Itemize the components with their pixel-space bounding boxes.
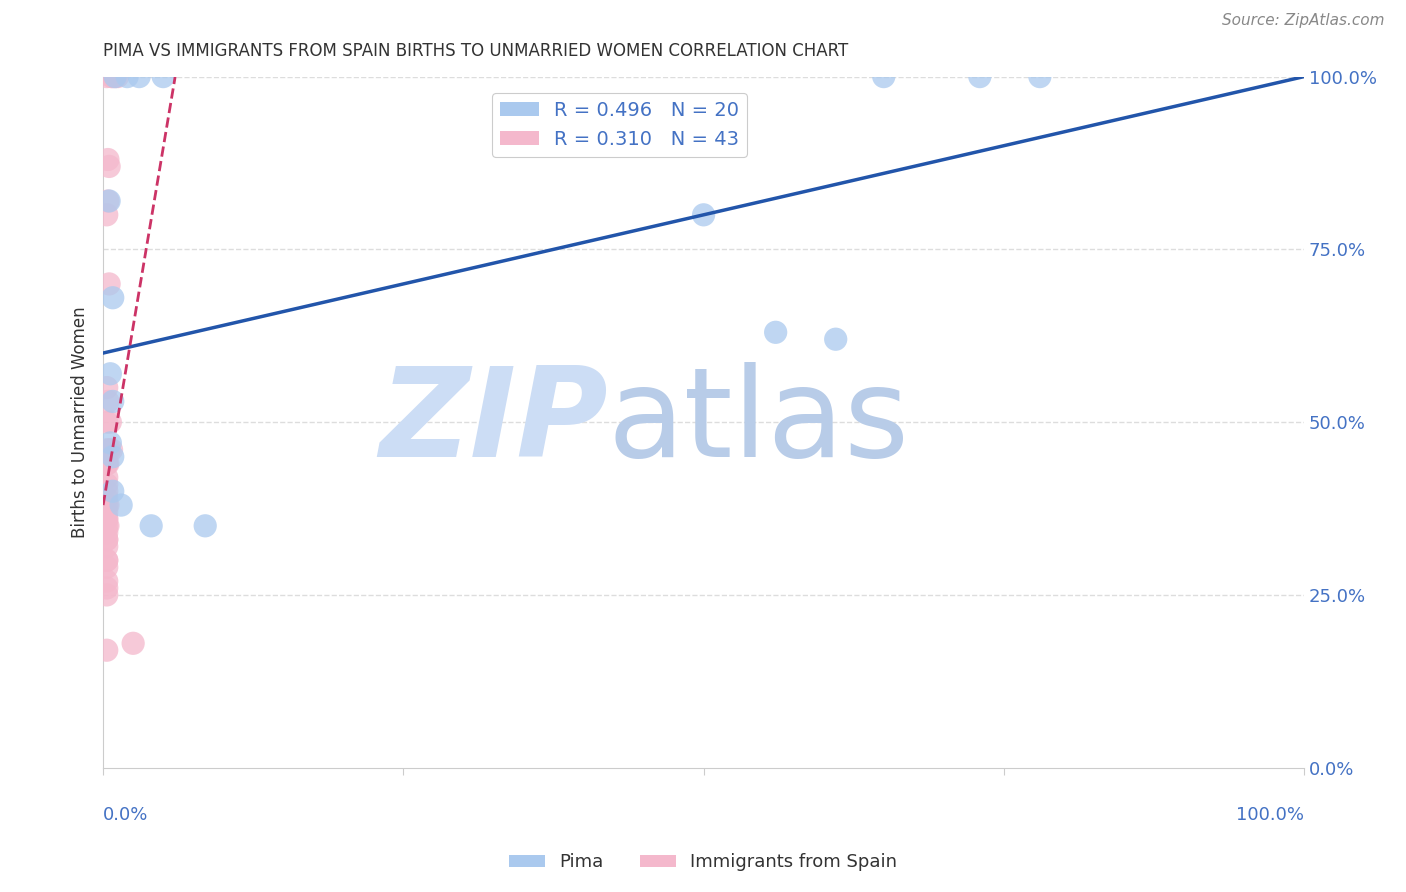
Point	[98, 277, 121, 291]
Point	[98, 436, 121, 450]
Point	[96, 491, 118, 505]
Point	[96, 512, 118, 526]
Point	[97, 457, 120, 471]
Point	[97, 498, 120, 512]
Point	[96, 574, 118, 588]
Point	[128, 70, 150, 84]
Point	[1029, 70, 1052, 84]
Point	[97, 394, 120, 409]
Point	[100, 70, 122, 84]
Point	[96, 512, 118, 526]
Text: 0.0%: 0.0%	[103, 805, 149, 823]
Point	[101, 450, 124, 464]
Point	[96, 540, 118, 554]
Point	[115, 70, 138, 84]
Point	[96, 553, 118, 567]
Legend: R = 0.496   N = 20, R = 0.310   N = 43: R = 0.496 N = 20, R = 0.310 N = 43	[492, 94, 747, 156]
Text: ZIP: ZIP	[378, 361, 607, 483]
Point	[107, 70, 129, 84]
Point	[824, 332, 846, 346]
Point	[152, 70, 174, 84]
Point	[97, 194, 120, 208]
Point	[692, 208, 714, 222]
Point	[96, 533, 118, 547]
Point	[194, 518, 217, 533]
Point	[101, 291, 124, 305]
Point	[96, 588, 118, 602]
Point	[96, 553, 118, 567]
Point	[96, 581, 118, 595]
Y-axis label: Births to Unmarried Women: Births to Unmarried Women	[72, 306, 89, 538]
Point	[98, 160, 121, 174]
Point	[96, 643, 118, 657]
Point	[104, 70, 127, 84]
Point	[873, 70, 896, 84]
Point	[96, 208, 118, 222]
Point	[96, 560, 118, 574]
Point	[96, 498, 118, 512]
Point	[96, 70, 118, 84]
Point	[122, 636, 145, 650]
Point	[96, 533, 118, 547]
Point	[96, 505, 118, 519]
Point	[97, 153, 120, 167]
Point	[765, 326, 787, 340]
Point	[98, 415, 121, 429]
Point	[100, 442, 122, 457]
Point	[141, 518, 163, 533]
Point	[96, 381, 118, 395]
Point	[101, 70, 124, 84]
Point	[96, 470, 118, 484]
Point	[98, 194, 121, 208]
Point	[101, 484, 124, 499]
Point	[98, 367, 121, 381]
Point	[98, 442, 121, 457]
Point	[96, 525, 118, 540]
Point	[96, 457, 118, 471]
Point	[101, 394, 124, 409]
Point	[97, 518, 120, 533]
Point	[96, 477, 118, 491]
Legend: Pima, Immigrants from Spain: Pima, Immigrants from Spain	[502, 847, 904, 879]
Point	[96, 442, 118, 457]
Point	[96, 415, 118, 429]
Text: PIMA VS IMMIGRANTS FROM SPAIN BIRTHS TO UNMARRIED WOMEN CORRELATION CHART: PIMA VS IMMIGRANTS FROM SPAIN BIRTHS TO …	[103, 42, 848, 60]
Point	[96, 484, 118, 499]
Text: 100.0%: 100.0%	[1236, 805, 1305, 823]
Point	[969, 70, 991, 84]
Point	[104, 70, 127, 84]
Point	[110, 498, 132, 512]
Text: atlas: atlas	[607, 361, 910, 483]
Point	[96, 457, 118, 471]
Text: Source: ZipAtlas.com: Source: ZipAtlas.com	[1222, 13, 1385, 29]
Point	[96, 518, 118, 533]
